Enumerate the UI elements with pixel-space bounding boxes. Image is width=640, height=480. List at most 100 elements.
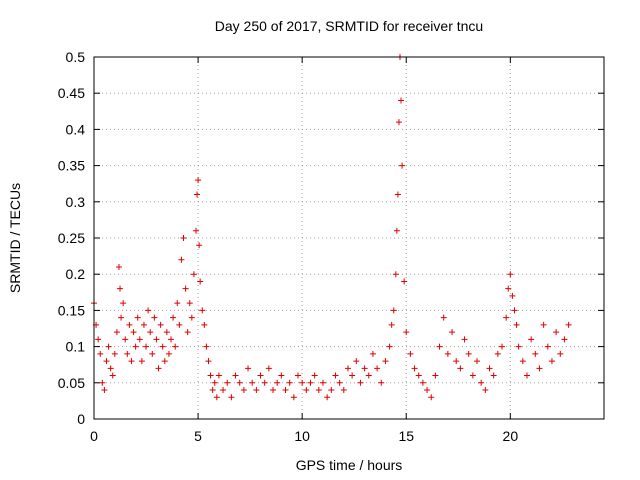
data-point — [253, 387, 260, 394]
data-point — [205, 358, 212, 365]
data-point — [140, 321, 147, 328]
data-point — [193, 227, 199, 234]
data-point — [469, 372, 476, 379]
y-tick-label: 0.5 — [66, 49, 86, 65]
data-point — [382, 358, 389, 365]
x-tick-label: 5 — [194, 428, 202, 444]
data-point — [115, 263, 122, 270]
data-point — [424, 387, 431, 394]
data-point — [295, 372, 301, 379]
data-point — [361, 365, 368, 372]
data-point — [528, 336, 535, 343]
y-tick-label: 0.1 — [66, 339, 86, 355]
data-point — [474, 358, 481, 365]
y-tick-label: 0.05 — [58, 375, 85, 391]
grid-lines — [94, 57, 604, 419]
data-point — [180, 235, 187, 241]
x-tick-label: 15 — [398, 428, 414, 444]
data-point — [415, 372, 422, 379]
data-point — [143, 343, 150, 350]
data-point — [428, 394, 435, 401]
data-point — [328, 387, 335, 394]
data-point — [311, 372, 318, 379]
data-point — [103, 358, 110, 365]
data-point — [357, 379, 364, 386]
data-point — [515, 343, 522, 350]
axis-ticks: 0 0.05 0.1 0.15 0.2 0.25 0.3 0.35 0.4 0.45 0.5 0 5 10… — [58, 49, 604, 444]
data-point — [109, 372, 116, 379]
data-point — [390, 307, 397, 314]
data-point — [494, 350, 501, 357]
data-point — [378, 379, 385, 386]
data-point — [499, 343, 505, 350]
data-point — [299, 379, 306, 386]
data-point — [184, 329, 191, 336]
y-tick-label: 0.4 — [66, 121, 86, 137]
data-point — [196, 242, 203, 249]
data-point — [507, 271, 514, 278]
data-point — [232, 372, 239, 379]
y-tick-label: 0.15 — [58, 302, 85, 318]
data-point — [174, 300, 181, 307]
data-point — [344, 365, 351, 372]
data-point — [274, 379, 281, 386]
data-point — [213, 394, 220, 401]
data-point — [557, 350, 564, 357]
data-point — [444, 350, 451, 357]
data-point — [278, 372, 285, 379]
data-point — [111, 350, 118, 357]
data-point — [249, 379, 256, 386]
data-point — [432, 372, 439, 379]
data-point — [393, 227, 400, 234]
data-point — [220, 387, 227, 394]
data-point — [561, 336, 568, 343]
data-point — [240, 387, 247, 394]
chart-title: Day 250 of 2017, SRMTID for receiver tnc… — [215, 18, 483, 34]
data-point — [182, 285, 189, 292]
data-point — [403, 329, 410, 336]
data-point — [353, 358, 360, 365]
data-point — [478, 379, 485, 386]
data-point — [453, 358, 460, 365]
plot-frame — [93, 56, 605, 420]
data-point — [532, 350, 539, 357]
data-point — [159, 343, 166, 350]
data-point — [395, 119, 402, 126]
data-point — [457, 365, 464, 372]
data-point — [101, 387, 108, 394]
y-tick-label: 0.45 — [58, 85, 85, 101]
data-point — [118, 314, 125, 321]
x-axis-label: GPS time / hours — [296, 457, 403, 473]
data-point — [265, 365, 272, 372]
data-point — [186, 300, 193, 307]
data-point — [307, 379, 314, 386]
data-point — [261, 379, 268, 386]
data-point — [128, 358, 135, 365]
data-point — [105, 343, 112, 350]
x-tick-label: 0 — [90, 428, 98, 444]
data-point — [340, 387, 347, 394]
data-point — [374, 365, 381, 372]
y-tick-label: 0 — [77, 411, 85, 427]
data-point — [178, 256, 185, 263]
data-point — [149, 350, 156, 357]
data-point — [490, 372, 497, 379]
data-point — [332, 372, 339, 379]
data-point — [163, 329, 170, 336]
data-point — [132, 343, 139, 350]
data-point — [188, 314, 195, 321]
data-point — [228, 394, 235, 401]
data-point — [565, 321, 572, 328]
data-point — [138, 358, 145, 365]
data-point — [199, 307, 206, 314]
data-point — [540, 321, 547, 328]
data-point — [303, 387, 310, 394]
data-point — [201, 321, 208, 328]
data-point — [172, 343, 179, 350]
data-point — [449, 329, 456, 336]
data-point — [270, 387, 277, 394]
data-point — [126, 321, 133, 328]
data-point — [124, 350, 131, 357]
data-point — [465, 350, 472, 357]
